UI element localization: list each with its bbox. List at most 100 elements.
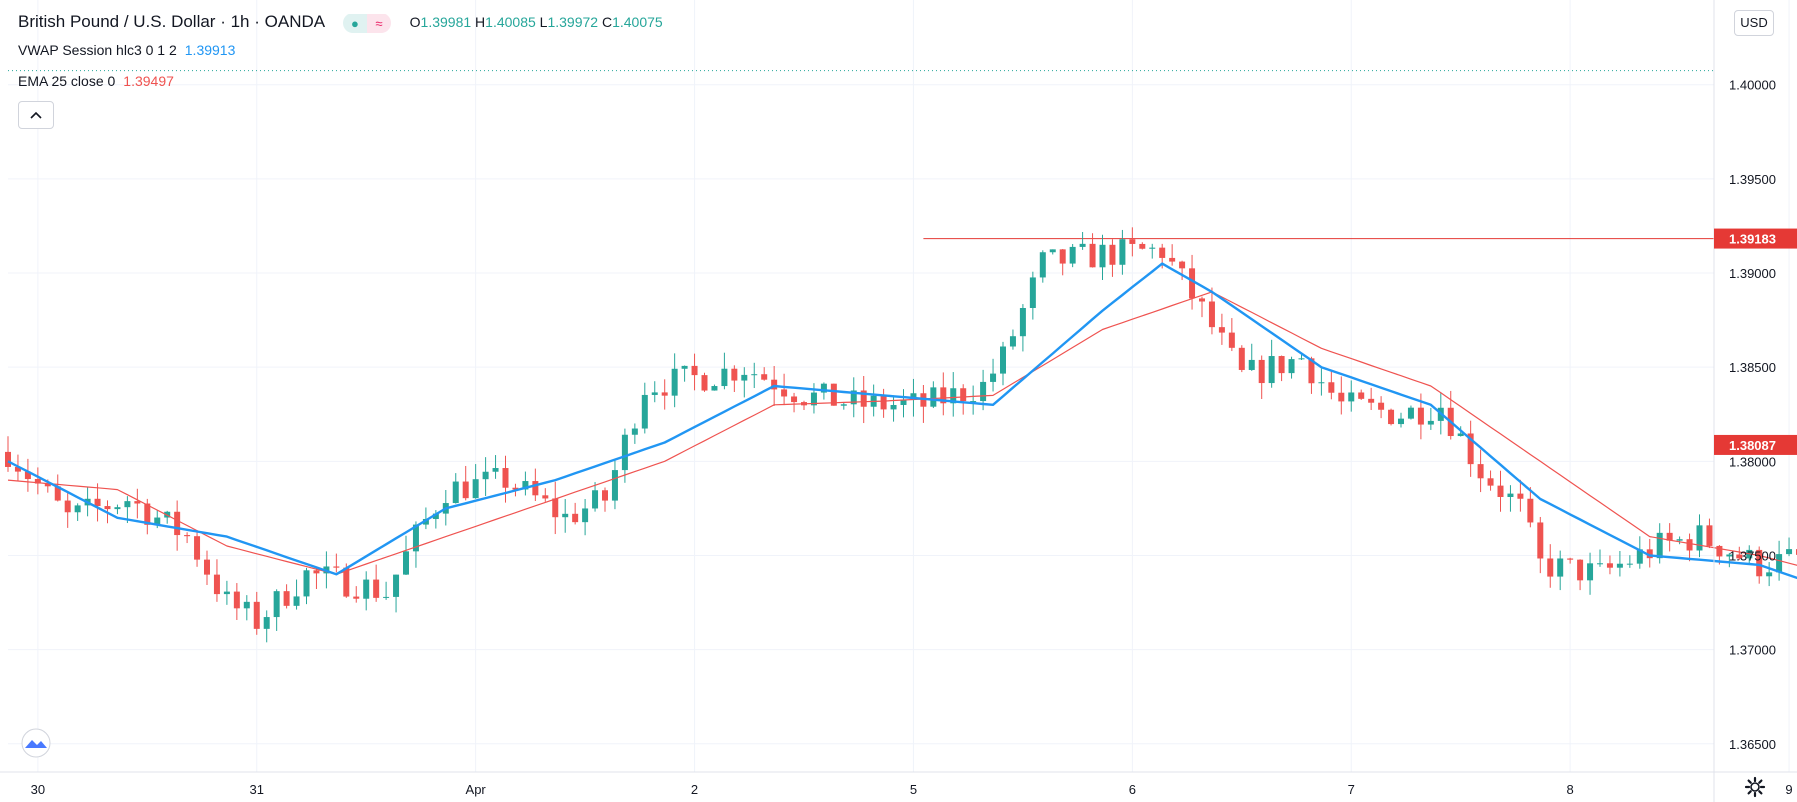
collapse-legend-button[interactable] <box>18 101 54 129</box>
candle-body <box>403 551 409 575</box>
candle-body <box>124 501 131 508</box>
candle-body <box>243 601 250 609</box>
candle-body <box>781 389 788 397</box>
candle-body <box>452 481 459 504</box>
gear-icon[interactable] <box>1744 776 1766 798</box>
candle-body <box>1308 358 1315 384</box>
candle-body <box>412 524 419 552</box>
candle-body <box>1169 257 1176 262</box>
candle-body <box>980 381 987 402</box>
candle-body <box>74 505 81 513</box>
candle-body <box>1089 243 1096 268</box>
candle-body <box>582 508 589 523</box>
candle-body <box>1766 572 1773 577</box>
candle-body <box>910 393 917 400</box>
candle-body <box>1189 268 1196 299</box>
candle-body <box>1119 239 1126 265</box>
time-axis[interactable]: 3031Apr2567891213141516192021 <box>0 771 1797 797</box>
candle-body <box>253 601 260 629</box>
candle-body <box>960 388 967 402</box>
vwap-value: 1.39913 <box>184 42 236 58</box>
time-tick-label: 8 <box>1567 782 1574 797</box>
candle-body <box>54 486 61 501</box>
price-tick-label: 1.39500 <box>1729 172 1776 187</box>
price-tick-label: 1.37000 <box>1729 643 1776 658</box>
candle-body <box>691 365 698 376</box>
vwap-series-layer <box>7 262 1797 580</box>
candle-body <box>1706 525 1713 546</box>
candle-body <box>134 501 141 504</box>
candle-body <box>1726 554 1733 557</box>
vwap-label: VWAP Session hlc3 0 1 2 <box>18 42 177 58</box>
candle-body <box>343 567 350 597</box>
candle-body <box>1517 493 1524 499</box>
ema-legend[interactable]: EMA 25 close 0 1.39497 <box>18 73 174 89</box>
candle-body <box>1606 563 1613 568</box>
candle-body <box>14 466 21 472</box>
chart-grid <box>8 0 1790 772</box>
candle-body <box>731 368 738 381</box>
high-value: 1.40085 <box>485 14 536 30</box>
candle-body <box>631 428 638 435</box>
candle-body <box>830 383 837 406</box>
price-tick-label: 1.38000 <box>1729 454 1776 469</box>
delay-icon: ≈ <box>366 13 391 33</box>
candle-body <box>651 392 658 395</box>
candle-body <box>572 513 579 523</box>
candle-body <box>1288 359 1295 374</box>
candle-body <box>1686 539 1693 551</box>
tradingview-logo-icon[interactable] <box>18 728 54 758</box>
candle-body <box>1149 247 1156 249</box>
candle-body <box>661 392 668 396</box>
candle-body <box>104 506 111 510</box>
time-tick-label: 7 <box>1348 782 1355 797</box>
candle-body <box>1497 485 1504 497</box>
candle-body <box>194 536 201 560</box>
candle-body <box>771 379 778 390</box>
candle-body <box>64 500 71 513</box>
candle-body <box>721 368 728 387</box>
candle-body <box>1338 392 1345 402</box>
candle-body <box>492 468 499 472</box>
candle-body <box>522 481 529 490</box>
candle-body <box>114 507 121 510</box>
interval-label[interactable]: 1h <box>230 12 250 31</box>
candle-body <box>144 503 151 525</box>
market-status-pill[interactable]: ● ≈ <box>342 13 391 33</box>
resistance-line-1-39183-label-bg <box>1714 228 1797 249</box>
candle-body <box>303 570 310 597</box>
candle-body <box>502 468 509 488</box>
candle-body <box>1139 243 1146 249</box>
candle-body <box>820 383 827 393</box>
candle-body <box>223 591 230 595</box>
candle-body <box>1019 308 1026 337</box>
candle-body <box>741 374 748 381</box>
price-axis[interactable]: 1.40000 1.39500 1.39000 1.38500 1.38000 1.375… <box>1713 0 1797 802</box>
candle-body <box>532 481 539 496</box>
chevron-up-icon <box>30 111 42 119</box>
candle-body <box>1457 433 1464 437</box>
candle-body <box>562 513 569 518</box>
candle-body <box>213 574 220 595</box>
candle-body <box>1099 244 1106 268</box>
candle-body <box>462 481 469 499</box>
vwap-line <box>7 262 1797 580</box>
close-value: 1.40075 <box>612 14 663 30</box>
time-tick-label: 31 <box>250 782 264 797</box>
candle-body <box>791 396 798 403</box>
candle-body <box>621 434 628 471</box>
candle-body <box>1358 392 1365 399</box>
candle-body <box>1348 392 1355 402</box>
candle-body <box>681 365 688 369</box>
resistance-line-1-38087-label-bg <box>1714 434 1797 455</box>
vwap-legend[interactable]: VWAP Session hlc3 0 1 2 1.39913 <box>18 42 235 58</box>
candle-body <box>1736 554 1743 559</box>
candle-body <box>383 596 390 598</box>
currency-button[interactable]: USD <box>1734 10 1774 36</box>
ohlc-readout: O1.39981 H1.40085 L1.39972 C1.40075 <box>409 14 663 30</box>
exchange-label: OANDA <box>264 12 325 31</box>
candle-body <box>1487 478 1494 486</box>
candle-body <box>1258 359 1265 384</box>
candle-body <box>970 401 977 403</box>
